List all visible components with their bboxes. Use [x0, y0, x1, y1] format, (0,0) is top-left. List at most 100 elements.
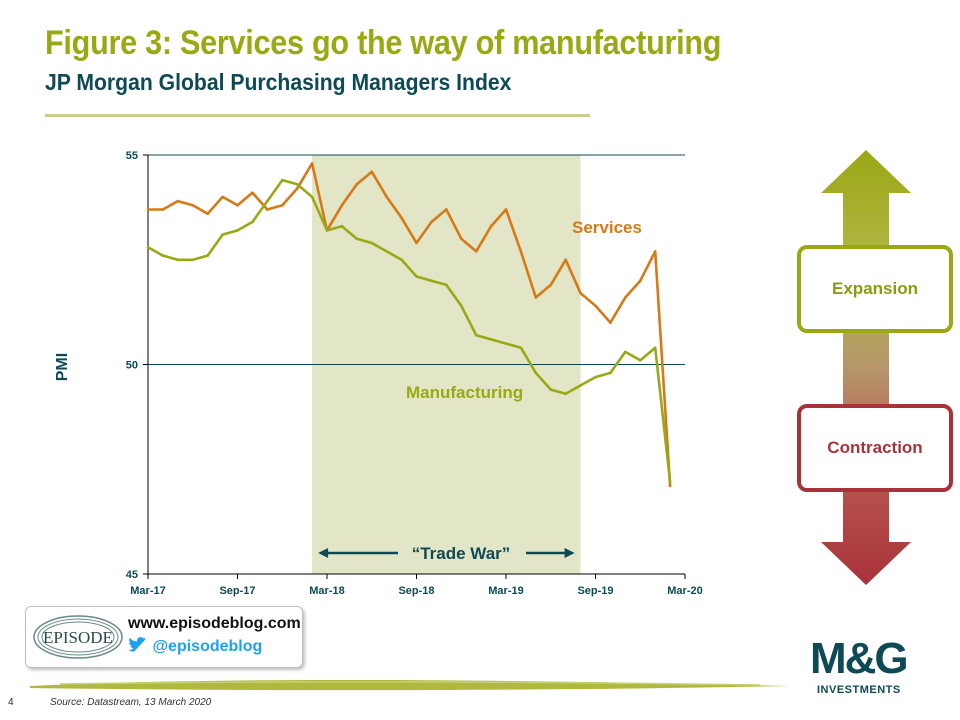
episode-blog-card[interactable]: EPISODE: [25, 606, 303, 668]
data-point-services: [236, 203, 239, 207]
data-point-services: [355, 183, 359, 186]
source-note: Source: Datastream, 13 March 2020: [50, 697, 212, 708]
series-label-manufacturing: Manufacturing: [406, 383, 523, 402]
y-axis-label: PMI: [54, 352, 71, 382]
data-point-services: [161, 208, 165, 211]
page-number: 4: [8, 697, 14, 708]
data-point-services: [668, 484, 672, 488]
data-point-services: [579, 291, 582, 295]
slide-title: Figure 3: Services go the way of manufac…: [45, 24, 722, 62]
data-point-services: [370, 170, 374, 174]
x-tick-label: Mar-19: [488, 585, 523, 597]
blog-url-link[interactable]: www.episodeblog.com: [128, 615, 301, 632]
data-point-manufacturing: [489, 338, 493, 341]
data-point-manufacturing: [430, 279, 433, 283]
title-divider: [45, 114, 590, 117]
data-point-services: [489, 224, 493, 228]
data-point-services: [176, 199, 180, 203]
expansion-label: Expansion: [832, 279, 918, 298]
data-point-services: [445, 208, 448, 211]
data-point-services: [251, 191, 254, 195]
data-point-services: [594, 304, 597, 308]
x-tick-label: Mar-17: [130, 585, 165, 597]
data-point-services: [564, 258, 567, 262]
trade-war-right-arrowhead-icon: [564, 548, 575, 558]
data-point-services: [400, 216, 403, 220]
data-point-manufacturing: [325, 229, 329, 232]
series-line-manufacturing: [147, 178, 672, 482]
series-line-services: [148, 162, 672, 487]
data-point-manufacturing: [609, 371, 612, 375]
data-point-manufacturing: [310, 195, 314, 199]
data-point-manufacturing: [146, 245, 150, 249]
data-point-manufacturing: [624, 350, 627, 354]
data-point-services: [310, 162, 314, 165]
data-point-manufacturing: [385, 250, 388, 253]
data-point-manufacturing: [519, 346, 523, 350]
data-point-manufacturing: [176, 258, 180, 262]
data-point-manufacturing: [266, 199, 269, 203]
mg-logo: M&G: [810, 634, 909, 683]
y-tick-label: 50: [126, 360, 138, 372]
data-point-manufacturing: [459, 304, 463, 308]
data-point-services: [295, 187, 299, 190]
data-point-manufacturing: [474, 333, 478, 337]
data-point-services: [146, 208, 150, 211]
data-point-manufacturing: [355, 237, 359, 241]
episode-logo-text: EPISODE: [43, 628, 113, 647]
trade-war-label: “Trade War”: [412, 544, 511, 563]
y-tick-label: 45: [126, 569, 138, 581]
data-point-services: [549, 283, 553, 287]
brush-stroke-divider: [30, 680, 790, 691]
data-point-services: [191, 203, 195, 207]
x-tick-label: Sep-18: [398, 585, 434, 597]
data-point-manufacturing: [206, 254, 209, 257]
data-point-manufacturing: [236, 229, 239, 232]
data-point-manufacturing: [295, 183, 299, 186]
data-point-services: [638, 279, 642, 283]
y-tick-label: 55: [126, 150, 138, 162]
data-point-services: [624, 296, 627, 299]
series-label-services: Services: [572, 218, 642, 237]
data-point-manufacturing: [280, 178, 284, 182]
data-point-services: [653, 250, 657, 253]
episode-logo-icon: EPISODE: [33, 615, 123, 659]
data-point-manufacturing: [594, 375, 597, 379]
data-point-services: [504, 208, 508, 211]
data-point-manufacturing: [415, 275, 418, 278]
data-point-services: [385, 195, 388, 199]
data-point-manufacturing: [504, 342, 508, 345]
data-point-manufacturing: [370, 241, 374, 245]
data-point-services: [340, 203, 344, 207]
data-point-manufacturing: [340, 224, 344, 228]
data-point-services: [221, 195, 224, 199]
contraction-box: Contraction: [797, 404, 953, 492]
data-point-manufacturing: [221, 233, 224, 236]
contraction-label: Contraction: [827, 438, 923, 457]
data-point-manufacturing: [191, 258, 195, 262]
twitter-bird-icon: [128, 637, 146, 652]
x-tick-label: Sep-17: [219, 585, 255, 597]
data-point-manufacturing: [534, 371, 538, 375]
expansion-contraction-arrow-icon: [821, 150, 911, 585]
data-point-services: [519, 250, 523, 253]
x-tick-label: Mar-18: [309, 585, 344, 597]
data-point-services: [474, 250, 478, 253]
x-tick-label: Mar-20: [667, 585, 702, 597]
data-point-manufacturing: [668, 480, 672, 484]
data-point-manufacturing: [445, 283, 448, 287]
data-point-manufacturing: [549, 388, 553, 391]
data-point-manufacturing: [579, 384, 582, 387]
trade-war-left-arrowhead-icon: [318, 548, 329, 558]
data-point-services: [266, 208, 269, 211]
mg-logo-subtitle: INVESTMENTS: [817, 684, 901, 696]
data-point-services: [415, 241, 418, 245]
x-tick-label: Sep-19: [577, 585, 613, 597]
data-point-manufacturing: [564, 392, 567, 396]
data-point-manufacturing: [161, 254, 165, 257]
data-point-services: [430, 220, 433, 224]
data-point-manufacturing: [400, 258, 403, 262]
twitter-handle-text: @episodeblog: [152, 638, 263, 655]
data-point-services: [534, 296, 538, 299]
twitter-handle-link[interactable]: @episodeblog: [128, 637, 262, 656]
